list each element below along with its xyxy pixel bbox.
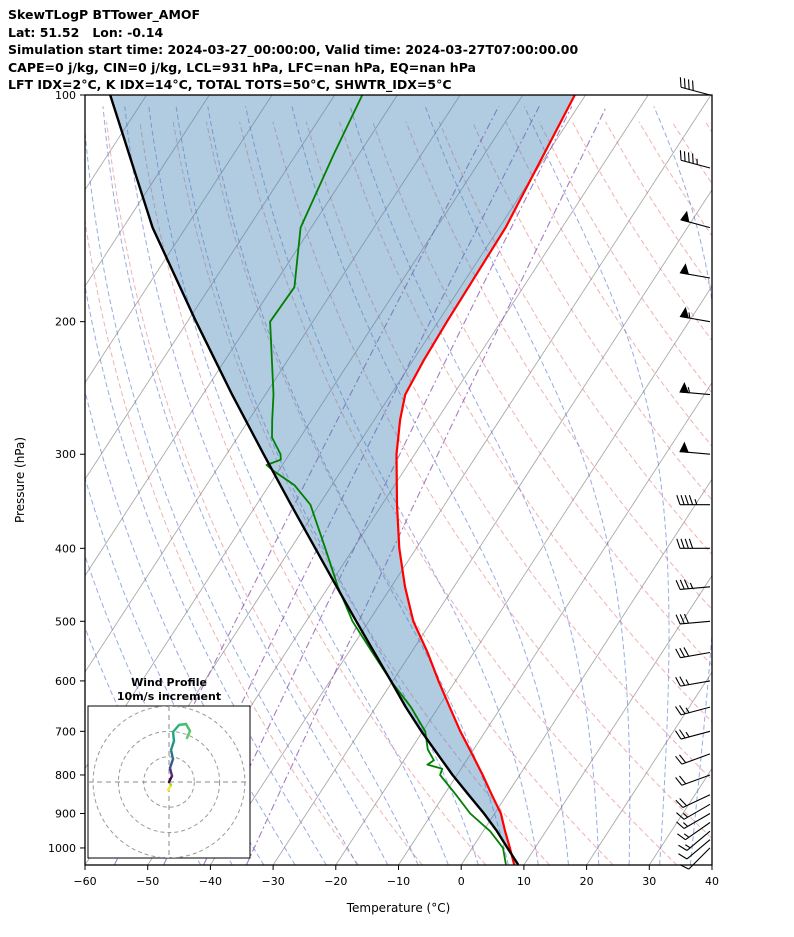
svg-text:600: 600	[55, 675, 76, 688]
svg-text:Pressure (hPa): Pressure (hPa)	[13, 437, 27, 523]
figure-times: Simulation start time: 2024-03-27_00:00:…	[8, 42, 579, 58]
svg-text:−50: −50	[136, 875, 159, 888]
svg-text:10m/s increment: 10m/s increment	[117, 690, 221, 703]
svg-text:0: 0	[458, 875, 465, 888]
header-block: SkewTLogP BTTower_AMOF Lat: 51.52 Lon: -…	[8, 6, 578, 94]
svg-text:10: 10	[517, 875, 531, 888]
figure-location: Lat: 51.52 Lon: -0.14	[8, 24, 164, 40]
svg-text:300: 300	[55, 448, 76, 461]
svg-text:400: 400	[55, 542, 76, 555]
svg-text:−10: −10	[387, 875, 410, 888]
svg-text:200: 200	[55, 316, 76, 329]
svg-text:1000: 1000	[48, 842, 76, 855]
svg-text:−20: −20	[324, 875, 347, 888]
svg-text:900: 900	[55, 807, 76, 820]
svg-text:40: 40	[705, 875, 719, 888]
svg-text:500: 500	[55, 615, 76, 628]
svg-text:Wind Profile: Wind Profile	[131, 676, 207, 689]
svg-text:−40: −40	[199, 875, 222, 888]
svg-text:100: 100	[55, 89, 76, 102]
svg-text:700: 700	[55, 725, 76, 738]
figure-indices-1: CAPE=0 j/kg, CIN=0 j/kg, LCL=931 hPa, LF…	[8, 59, 476, 75]
svg-text:800: 800	[55, 769, 76, 782]
svg-text:30: 30	[642, 875, 656, 888]
svg-text:Temperature (°C): Temperature (°C)	[346, 901, 451, 915]
figure-title: SkewTLogP BTTower_AMOF	[8, 7, 201, 22]
svg-text:−30: −30	[261, 875, 284, 888]
figure-indices-2: LFT IDX=2°C, K IDX=14°C, TOTAL TOTS=50°C…	[8, 77, 452, 93]
svg-text:20: 20	[580, 875, 594, 888]
svg-text:−60: −60	[73, 875, 96, 888]
